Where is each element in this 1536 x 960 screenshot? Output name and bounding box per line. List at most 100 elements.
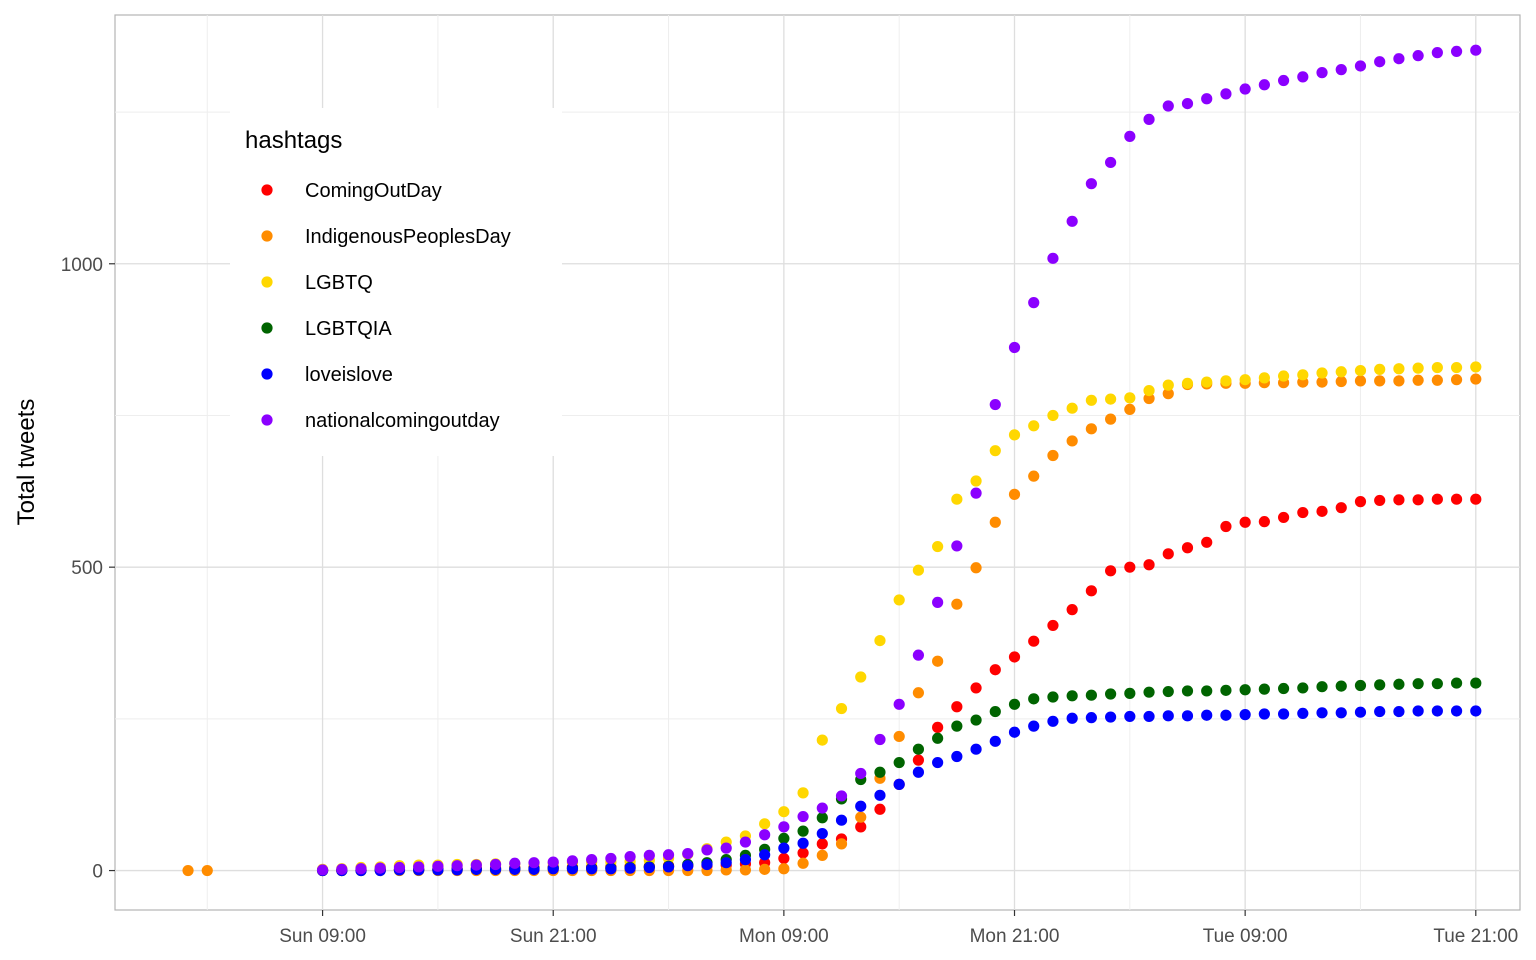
data-point	[951, 720, 963, 732]
data-point	[1412, 50, 1424, 62]
data-point	[1239, 516, 1251, 528]
data-point	[1124, 710, 1136, 723]
data-point	[1354, 679, 1367, 692]
legend-label: nationalcomingoutday	[305, 410, 500, 432]
data-point	[1470, 373, 1482, 385]
data-point	[893, 730, 905, 743]
data-point	[509, 857, 521, 869]
data-point	[1143, 392, 1155, 405]
data-point	[1316, 367, 1328, 379]
data-point	[1316, 681, 1328, 693]
data-point	[1450, 45, 1463, 58]
data-point	[1374, 56, 1386, 68]
data-point	[1181, 685, 1194, 697]
data-point	[1162, 388, 1174, 400]
data-point	[778, 863, 790, 875]
data-point	[1008, 698, 1021, 710]
data-point	[624, 862, 636, 874]
data-point	[605, 863, 617, 875]
x-tick-label: Tue 21:00	[1433, 926, 1518, 947]
data-point	[1181, 377, 1194, 389]
data-point	[855, 800, 867, 812]
data-point	[759, 829, 771, 841]
data-point	[1066, 402, 1078, 414]
data-point	[932, 540, 944, 553]
data-point	[1220, 709, 1232, 721]
y-tick-label: 1000	[61, 255, 103, 276]
data-point	[1008, 726, 1021, 738]
data-point	[1124, 561, 1136, 573]
data-point	[989, 398, 1001, 411]
data-point	[739, 854, 752, 866]
data-point	[1047, 409, 1059, 422]
data-point	[1277, 682, 1290, 695]
data-point	[1450, 374, 1463, 386]
data-point	[1105, 393, 1117, 405]
data-point	[1008, 429, 1021, 441]
data-point	[1412, 362, 1424, 374]
data-point	[1162, 379, 1174, 391]
data-point	[989, 516, 1001, 528]
data-point	[874, 789, 886, 801]
data-point	[1085, 689, 1097, 701]
data-point	[1181, 542, 1194, 554]
data-point	[1335, 680, 1347, 692]
data-point	[970, 475, 982, 487]
data-point	[432, 860, 444, 872]
data-point	[970, 743, 982, 755]
data-point	[1143, 559, 1155, 571]
data-point	[662, 849, 675, 861]
data-point	[1431, 361, 1443, 374]
data-point	[1201, 536, 1213, 548]
legend-marker	[261, 184, 273, 196]
data-point	[451, 860, 463, 872]
data-point	[1450, 677, 1463, 689]
data-point	[643, 861, 655, 874]
data-point	[778, 832, 790, 845]
data-point	[701, 858, 713, 871]
data-point	[1047, 252, 1059, 264]
data-point	[605, 852, 617, 865]
data-point	[1297, 707, 1309, 720]
data-point	[1258, 372, 1270, 384]
data-point	[1374, 375, 1386, 387]
data-point	[778, 852, 790, 865]
data-point	[912, 687, 925, 699]
data-point	[1066, 435, 1078, 447]
data-point	[1085, 712, 1097, 724]
data-point	[1316, 67, 1328, 79]
data-point	[624, 851, 636, 863]
data-point	[1124, 687, 1136, 699]
x-tick-label: Sun 09:00	[279, 926, 366, 947]
data-point	[932, 721, 944, 733]
data-point	[1354, 60, 1367, 72]
data-point	[1258, 708, 1270, 720]
data-point	[586, 863, 598, 875]
data-point	[797, 825, 809, 837]
data-point	[759, 818, 771, 830]
data-point	[1450, 361, 1463, 374]
data-point	[1047, 619, 1059, 632]
data-point	[1047, 449, 1059, 462]
legend-marker	[261, 276, 273, 288]
data-point	[1143, 113, 1155, 125]
data-point	[1277, 370, 1290, 382]
legend-title: hashtags	[245, 127, 342, 154]
data-point	[1047, 715, 1059, 727]
data-point	[1085, 394, 1097, 406]
data-point	[816, 812, 828, 824]
legend-label: IndigenousPeoplesDay	[305, 226, 511, 248]
x-tick-label: Sun 21:00	[510, 926, 597, 947]
legend-label: LGBTQIA	[305, 318, 392, 340]
data-point	[855, 671, 867, 683]
data-point	[1028, 635, 1040, 647]
data-point	[1105, 711, 1117, 723]
data-point	[1316, 707, 1328, 719]
data-point	[1431, 47, 1443, 59]
series-loveislove	[316, 705, 1482, 877]
data-point	[701, 844, 713, 856]
data-point	[1124, 130, 1136, 142]
tick-labels: Sun 09:00 Sun 21:00 Mon 09:00 Mon 21:00 Tue …	[61, 255, 1519, 947]
data-point	[797, 857, 809, 869]
